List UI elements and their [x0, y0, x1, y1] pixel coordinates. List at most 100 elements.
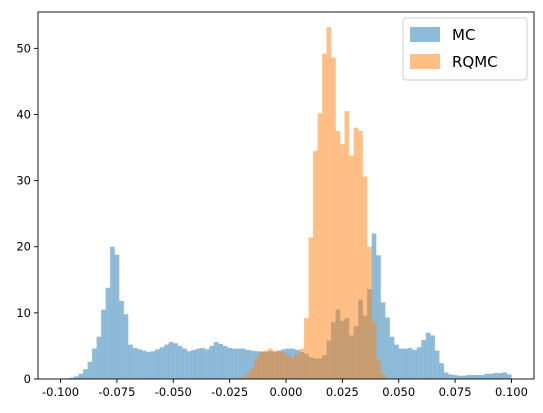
legend: MC RQMC — [402, 17, 528, 81]
histogram-bar-mc — [132, 347, 138, 379]
histogram-bar-mc — [137, 349, 142, 379]
bars-rqmc-series — [240, 27, 386, 380]
legend-label-mc: MC — [452, 26, 475, 44]
histogram-bar-rqmc — [331, 57, 336, 379]
histogram-bar-mc — [394, 344, 399, 379]
histogram-bar-mc — [218, 343, 224, 379]
histogram-bar-mc — [105, 287, 111, 379]
y-tick-label: 40 — [16, 107, 31, 121]
histogram-bar-mc — [371, 233, 377, 379]
histogram-bar-rqmc — [340, 144, 345, 379]
histogram-bar-rqmc — [362, 176, 368, 379]
histogram-bar-mc — [457, 375, 463, 379]
histogram-bar-mc — [83, 369, 88, 379]
histogram-bar-rqmc — [317, 113, 323, 380]
histogram-bar-mc — [403, 348, 408, 379]
x-tick-label: -0.100 — [42, 385, 79, 399]
histogram-bar-rqmc — [376, 360, 381, 379]
histogram-bar-mc — [231, 348, 237, 379]
histogram-bar-mc — [475, 375, 481, 379]
histogram-bar-rqmc — [249, 368, 255, 379]
x-axis: -0.100 -0.075 -0.050 -0.025 0.000 0.025 0.050 0… — [42, 379, 528, 399]
histogram-bar-mc — [398, 348, 404, 379]
histogram-bar-rqmc — [290, 357, 296, 379]
histogram-bar-rqmc — [313, 150, 318, 379]
histogram-bar-rqmc — [263, 350, 269, 379]
histogram-bar-rqmc — [299, 348, 305, 379]
histogram-bar-mc — [164, 344, 169, 379]
histogram-bar-rqmc — [267, 348, 273, 379]
histogram-bar-mc — [452, 375, 458, 379]
histogram-bar-mc — [128, 344, 133, 379]
plot-area — [60, 27, 512, 380]
histogram-bar-mc — [209, 345, 215, 379]
histogram-bar-mc — [439, 363, 444, 379]
histogram-bar-rqmc — [281, 352, 287, 379]
histogram-bar-rqmc — [367, 246, 372, 379]
histogram-bar-mc — [470, 375, 476, 379]
histogram-bar-mc — [123, 314, 129, 379]
histogram-bar-rqmc — [286, 355, 291, 379]
histogram-bar-mc — [240, 348, 246, 379]
x-tick-label: 0.025 — [326, 385, 359, 399]
histogram-bar-mc — [119, 300, 124, 379]
histogram-bar-mc — [110, 246, 115, 379]
histogram-bar-mc — [434, 350, 440, 379]
histogram-bar-mc — [488, 373, 494, 379]
histogram-bar-mc — [249, 350, 255, 379]
histogram-bar-mc — [87, 361, 93, 379]
histogram-bar-rqmc — [245, 373, 251, 379]
histogram-bar-mc — [430, 335, 435, 379]
y-tick-label: 30 — [16, 174, 31, 188]
histogram-bar-mc — [466, 375, 472, 379]
histogram-bar-rqmc — [322, 53, 327, 379]
x-tick-label: -0.050 — [155, 385, 192, 399]
histogram-bar-rqmc — [254, 357, 260, 379]
histogram-bar-rqmc — [353, 127, 359, 379]
x-tick-label: 0.075 — [439, 385, 472, 399]
histogram-bar-mc — [195, 348, 201, 379]
histogram-bar-mc — [389, 336, 395, 379]
histogram-bar-rqmc — [240, 377, 246, 379]
x-tick-label: 0.000 — [270, 385, 303, 399]
histogram-bar-mc — [385, 317, 390, 379]
histogram-bar-mc — [425, 332, 431, 379]
y-tick-label: 0 — [24, 372, 31, 386]
legend-swatch-rqmc — [410, 54, 440, 69]
histogram-bar-mc — [96, 336, 102, 379]
legend-label-rqmc: RQMC — [452, 53, 498, 71]
histogram-bar-rqmc — [349, 155, 354, 379]
y-tick-label: 20 — [16, 240, 31, 254]
histogram-bar-rqmc — [326, 27, 332, 380]
histogram-bar-mc — [443, 372, 449, 379]
histogram-bar-mc — [479, 375, 485, 379]
histogram-bar-rqmc — [380, 373, 386, 379]
histogram-bar-rqmc — [304, 318, 309, 379]
histogram-bar-mc — [173, 343, 178, 379]
histogram-bar-mc — [114, 254, 120, 379]
histogram-bar-rqmc — [276, 351, 282, 379]
y-tick-label: 50 — [16, 41, 31, 55]
histogram-bar-mc — [200, 347, 205, 379]
histogram-bar-mc — [380, 302, 386, 379]
legend-swatch-mc — [410, 27, 440, 42]
histogram-bar-mc — [376, 255, 381, 379]
histogram-bar-mc — [182, 348, 187, 379]
histogram-bar-mc — [227, 347, 233, 379]
histogram-bar-rqmc — [344, 111, 350, 379]
histogram-bar-mc — [191, 349, 196, 379]
histogram-bar-mc — [416, 347, 422, 379]
histogram-bar-mc — [168, 341, 174, 379]
histogram-bar-mc — [204, 349, 210, 379]
histogram-bar-mc — [186, 351, 192, 379]
x-tick-label: -0.075 — [98, 385, 135, 399]
histogram-bar-mc — [222, 345, 228, 379]
histogram-bar-rqmc — [272, 350, 278, 379]
histogram-bar-mc — [177, 345, 183, 379]
histogram-bar-mc — [421, 339, 426, 379]
histogram-bar-mc — [101, 309, 106, 379]
histogram-bar-mc — [506, 374, 512, 379]
histogram-bar-rqmc — [258, 351, 264, 379]
histogram-bar-rqmc — [358, 131, 363, 379]
